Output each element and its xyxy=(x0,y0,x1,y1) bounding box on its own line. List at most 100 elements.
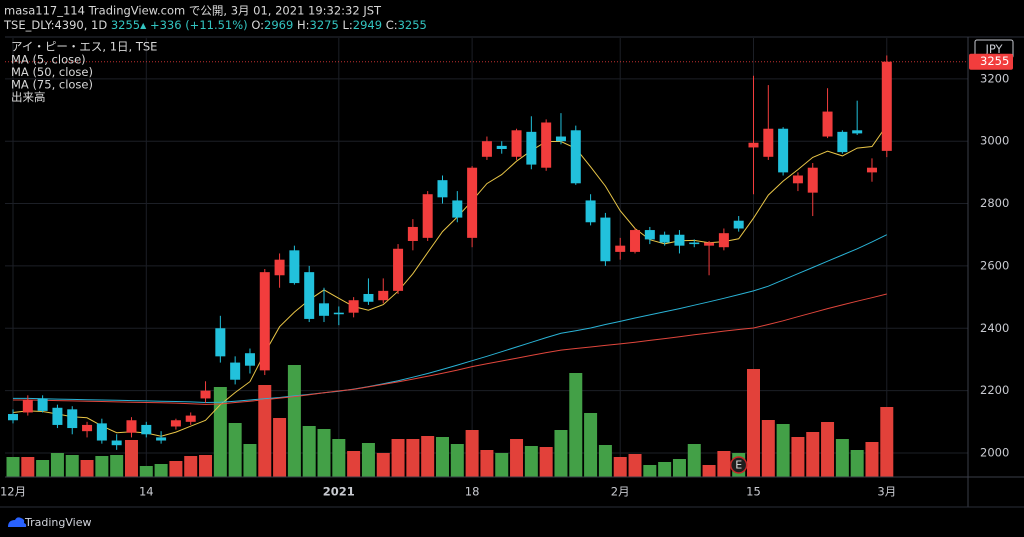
volume-bar xyxy=(821,422,835,477)
candle-body xyxy=(570,130,581,184)
volume-bar xyxy=(406,439,420,477)
candle-body xyxy=(393,248,404,291)
y-tick-label: 2600 xyxy=(980,258,1009,272)
volume-bar xyxy=(258,385,272,477)
y-tick-label: 2000 xyxy=(980,445,1009,459)
ohlc-value: 3275 xyxy=(310,18,339,32)
candle-body xyxy=(22,399,33,413)
ma-line xyxy=(12,125,888,437)
volume-bar xyxy=(36,460,50,477)
volume-bar xyxy=(450,444,464,477)
volume-bar xyxy=(139,466,153,477)
volume-bar xyxy=(213,387,227,477)
earnings-marker-label: E xyxy=(735,459,742,472)
volume-bar xyxy=(747,369,760,477)
volume-bar xyxy=(80,460,94,477)
candle-body xyxy=(481,141,492,157)
x-tick-label: 18 xyxy=(465,485,480,499)
candle-body xyxy=(259,272,270,371)
candle-body xyxy=(407,226,418,241)
volume-bar xyxy=(480,450,494,477)
candle-body xyxy=(600,217,611,262)
candle-body xyxy=(304,272,315,319)
earnings-marker[interactable] xyxy=(729,456,748,474)
x-tick-label: 15 xyxy=(746,485,761,499)
candle-body xyxy=(437,180,448,198)
volume-bar xyxy=(465,430,479,477)
candle-body xyxy=(644,230,655,240)
volume-bar xyxy=(806,432,820,477)
candle-body xyxy=(496,145,507,149)
volume-bar xyxy=(584,413,598,477)
volume-bar xyxy=(154,464,168,477)
volume-bar xyxy=(495,453,509,477)
x-tick-label: 2月 xyxy=(611,485,630,499)
candle-body xyxy=(37,398,48,411)
y-tick-label: 3000 xyxy=(980,134,1009,148)
candle-body xyxy=(792,175,803,184)
candle-body xyxy=(555,136,566,142)
volume-bar xyxy=(243,444,257,477)
volume-bar xyxy=(643,465,657,477)
volume-bar xyxy=(658,462,672,477)
volume-bar xyxy=(598,445,612,477)
legend-title: アイ・ピー・エス, 1日, TSE xyxy=(11,40,157,54)
volume-bar xyxy=(302,426,316,477)
candle-body xyxy=(378,290,389,301)
legend-entry: MA (5, close) xyxy=(11,53,86,67)
candle-body xyxy=(170,420,181,427)
symbol: TSE_DLY:4390, 1D xyxy=(3,18,107,32)
candle-body xyxy=(852,130,863,134)
candle-body xyxy=(763,128,774,157)
candle-body xyxy=(748,142,759,148)
last: 3255 xyxy=(111,18,140,32)
candle-body xyxy=(200,390,211,399)
volume-bar xyxy=(569,373,583,477)
volume-bar xyxy=(539,447,553,477)
x-tick-label: 12月 xyxy=(0,485,26,499)
candle-body xyxy=(511,130,522,157)
volume-bar xyxy=(317,429,331,477)
ohlc-label: H: xyxy=(297,18,310,32)
volume-bar xyxy=(65,455,79,477)
candle-body xyxy=(67,409,78,429)
candle-body xyxy=(363,293,374,302)
candle-body xyxy=(807,167,818,193)
candle-body xyxy=(526,131,537,165)
volume-bar xyxy=(347,451,361,477)
y-tick-label: 2400 xyxy=(980,321,1009,335)
volume-bar xyxy=(376,453,390,477)
volume-bar xyxy=(169,461,183,477)
volume-bar xyxy=(761,420,775,477)
volume-bar xyxy=(717,451,731,477)
ohlc-value: 3255 xyxy=(398,18,427,32)
candle-body xyxy=(467,167,478,238)
candle-body xyxy=(718,233,729,248)
volume-bar xyxy=(435,437,449,477)
candle-body xyxy=(96,423,107,441)
legend-entry: 出来高 xyxy=(11,90,46,104)
volume-bar xyxy=(776,424,790,477)
legend-entry: MA (50, close) xyxy=(11,65,93,79)
volume-bar xyxy=(702,465,716,477)
currency[interactable]: JPY xyxy=(984,42,1003,56)
candle-body xyxy=(704,242,715,246)
candle-body xyxy=(319,303,330,316)
arrow: ▲ xyxy=(140,21,147,30)
candle-body xyxy=(422,194,433,238)
volume-bar xyxy=(124,440,138,477)
candle-body xyxy=(274,259,285,276)
volume-bar xyxy=(524,446,538,477)
volume-bar xyxy=(228,423,242,477)
plot xyxy=(5,38,968,477)
volume-bar xyxy=(361,443,375,477)
candle-body xyxy=(82,424,93,432)
volume-bar xyxy=(835,439,849,477)
x-tick-label: 2021 xyxy=(323,485,355,499)
volume-bar xyxy=(287,365,301,477)
volume-bar xyxy=(273,418,287,477)
ohlc-value: 2949 xyxy=(353,18,382,32)
volume-bar xyxy=(184,456,198,477)
volume-bar xyxy=(628,454,642,477)
candle-body xyxy=(615,245,626,252)
